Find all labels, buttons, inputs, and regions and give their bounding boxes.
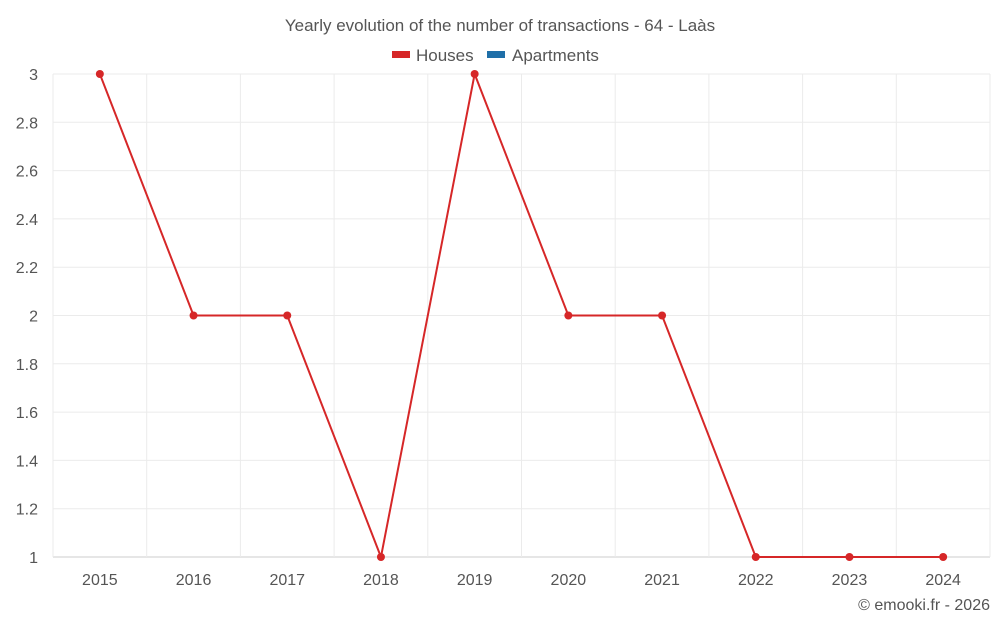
series-line-houses: [98, 70, 944, 561]
y-tick-label: 2.2: [16, 260, 38, 277]
y-tick-label: 1: [29, 550, 38, 567]
legend-swatch-apartments: [487, 51, 505, 58]
y-tick-label: 2.8: [16, 115, 38, 132]
x-tick-label: 2017: [269, 572, 305, 589]
data-point: [283, 311, 292, 320]
data-point: [845, 553, 854, 561]
data-point: [376, 553, 385, 561]
x-tick-label: 2022: [738, 572, 774, 589]
data-point: [189, 311, 198, 320]
data-point: [470, 70, 479, 78]
chart-title: Yearly evolution of the number of transa…: [285, 16, 715, 35]
data-point: [95, 70, 104, 78]
y-tick-label: 1.6: [16, 405, 38, 422]
data-point: [564, 311, 573, 320]
y-tick-label: 3: [29, 67, 38, 84]
x-tick-label: 2016: [176, 572, 212, 589]
y-tick-label: 1.2: [16, 502, 38, 519]
y-tick-label: 2.6: [16, 164, 38, 181]
data-point: [939, 553, 948, 561]
y-tick-label: 2.4: [16, 212, 38, 229]
credit: © emooki.fr - 2026: [858, 597, 990, 614]
x-tick-label: 2023: [832, 572, 868, 589]
x-tick-label: 2024: [925, 572, 961, 589]
data-point: [751, 553, 760, 561]
y-tick-label: 1.8: [16, 357, 38, 374]
legend-label-houses[interactable]: Houses: [416, 46, 474, 65]
x-tick-label: 2018: [363, 572, 399, 589]
y-tick-label: 1.4: [16, 453, 38, 470]
legend-label-apartments[interactable]: Apartments: [512, 46, 599, 65]
x-tick-label: 2020: [551, 572, 587, 589]
data-point: [658, 311, 667, 320]
legend-swatch-houses: [392, 51, 410, 58]
legend: Houses Apartments: [392, 46, 599, 65]
y-tick-label: 2: [29, 309, 38, 326]
x-tick-label: 2019: [457, 572, 493, 589]
x-tick-label: 2021: [644, 572, 680, 589]
x-tick-label: 2015: [82, 572, 118, 589]
